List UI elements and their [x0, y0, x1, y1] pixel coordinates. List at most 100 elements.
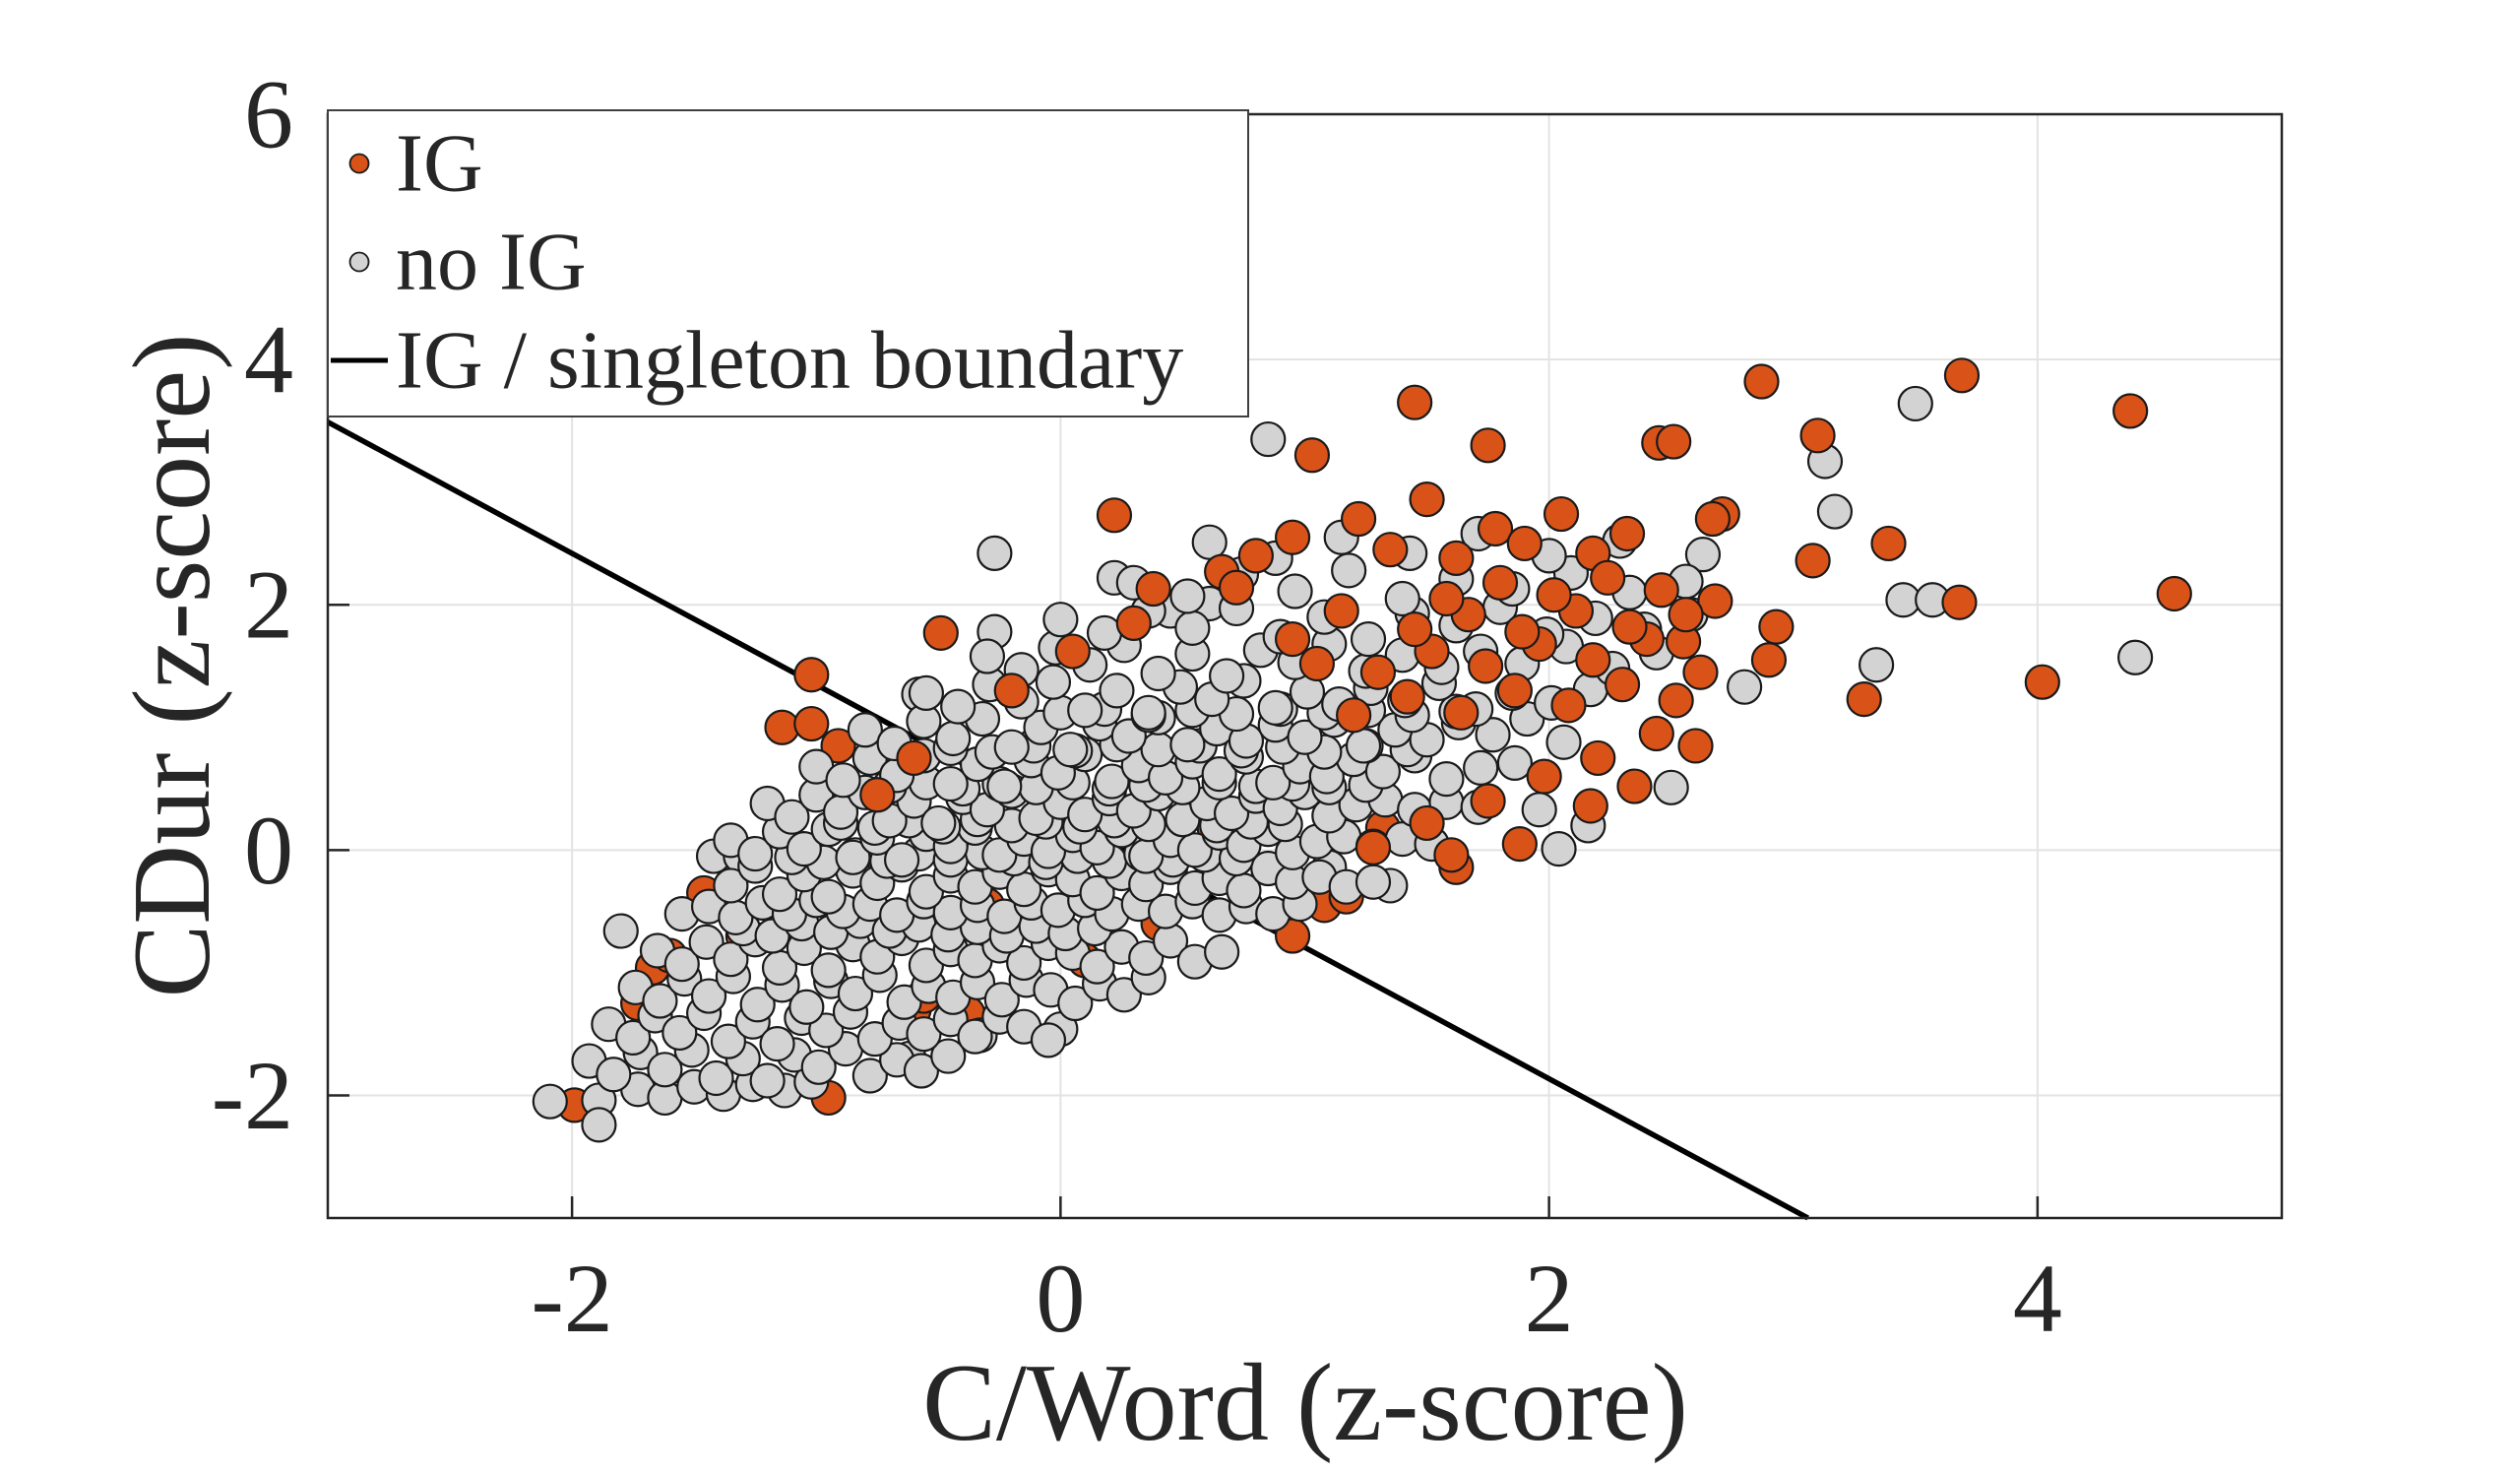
- scatter-point: [908, 674, 945, 712]
- scatter-point: [1135, 570, 1171, 608]
- scatter-point: [749, 1062, 786, 1099]
- scatter-point: [1470, 427, 1506, 464]
- scatter-point: [1870, 525, 1907, 562]
- y-axis-label: CDur (z-score): [111, 334, 233, 998]
- scatter-point: [1345, 728, 1382, 764]
- scatter-point: [1590, 559, 1626, 596]
- scatter-point: [1340, 500, 1377, 538]
- scatter-point: [1545, 724, 1582, 760]
- scatter-point: [825, 762, 861, 799]
- scatter-point: [1536, 577, 1572, 613]
- scatter-point: [1030, 1022, 1067, 1058]
- scatter-point: [986, 768, 1023, 804]
- scatter-point: [1169, 578, 1206, 614]
- scatter-point: [688, 924, 724, 960]
- scatter-point: [1035, 664, 1072, 700]
- scatter-point: [596, 1057, 632, 1093]
- scatter-point: [1443, 694, 1480, 731]
- scatter-point: [993, 673, 1030, 709]
- scatter-point: [793, 657, 830, 693]
- scatter-point: [1204, 933, 1240, 970]
- scatter-point: [1433, 837, 1470, 873]
- scatter-point: [1130, 694, 1166, 731]
- scatter-point: [1397, 384, 1433, 420]
- scatter-point: [759, 1026, 795, 1062]
- y-tick-label: 6: [244, 60, 293, 169]
- scatter-point: [532, 1083, 568, 1120]
- scatter-point: [1477, 510, 1514, 547]
- scatter-point: [820, 728, 856, 764]
- scatter-point: [835, 839, 871, 875]
- scatter-point: [581, 1107, 617, 1143]
- scatter-point: [1359, 654, 1397, 690]
- scatter-point: [1658, 682, 1694, 719]
- scatter-point: [1255, 764, 1292, 801]
- scatter-point: [1758, 609, 1795, 645]
- scatter-point: [1580, 739, 1616, 777]
- scatter-point: [764, 709, 800, 745]
- scatter-point: [2117, 639, 2154, 675]
- scatter-point: [1638, 715, 1674, 752]
- scatter-point: [851, 1058, 888, 1094]
- y-tick-label: 0: [244, 796, 293, 905]
- scatter-point: [1397, 611, 1433, 648]
- scatter-point: [1697, 583, 1733, 619]
- scatter-point: [1105, 977, 1142, 1013]
- scatter-point: [800, 1049, 837, 1085]
- scatter-point: [713, 941, 749, 978]
- scatter-point: [1682, 654, 1719, 690]
- scatter-point: [1643, 572, 1679, 609]
- legend-label: IG: [396, 118, 483, 210]
- scatter-point: [663, 946, 700, 983]
- scatter-point: [1521, 792, 1557, 828]
- scatter-point: [1079, 948, 1115, 985]
- scatter-point: [1496, 673, 1533, 709]
- scatter-point: [788, 989, 825, 1025]
- scatter-point: [1096, 497, 1133, 534]
- scatter-point: [1846, 681, 1882, 718]
- scatter-point: [1042, 602, 1079, 638]
- scatter-point: [1409, 481, 1445, 518]
- scatter-point: [710, 1023, 747, 1059]
- scatter-point: [1331, 552, 1367, 589]
- scatter-point: [1287, 719, 1323, 755]
- scatter-point: [1057, 985, 1094, 1022]
- scatter-point: [1438, 540, 1475, 576]
- scatter-point: [793, 705, 830, 742]
- scatter-point: [1409, 804, 1445, 842]
- tick-labels-layer: -2 0 2 4 -2 0 2 4 6: [212, 60, 2062, 1354]
- scatter-point: [1743, 363, 1780, 400]
- scatter-point: [1354, 829, 1392, 866]
- scatter-point: [859, 777, 896, 813]
- scatter-point: [837, 975, 874, 1012]
- scatter-point: [1496, 744, 1533, 781]
- scatter-point: [1176, 832, 1213, 868]
- scatter-point: [739, 987, 776, 1023]
- scatter-point: [1668, 597, 1704, 633]
- scatter-point: [1799, 417, 1836, 454]
- scatter-point: [1795, 543, 1831, 579]
- scatter-point: [1504, 613, 1541, 650]
- scatter-point: [808, 1012, 845, 1049]
- scatter-point: [1677, 728, 1714, 764]
- scatter-point: [896, 739, 932, 777]
- scatter-point: [1384, 580, 1420, 617]
- scatter-point: [1250, 420, 1287, 458]
- scatter-point: [713, 867, 749, 904]
- scatter-point: [647, 1052, 683, 1088]
- scatter-point: [906, 1016, 942, 1053]
- scatter-point: [1501, 826, 1538, 863]
- scatter-point: [1364, 753, 1402, 790]
- scatter-point: [1943, 357, 1981, 394]
- scatter-point: [1350, 620, 1387, 658]
- scatter-point: [1941, 584, 1978, 620]
- scatter-point: [698, 1059, 734, 1097]
- scatter-point: [1115, 605, 1152, 642]
- scatter-point: [969, 638, 1006, 674]
- scatter-point: [690, 978, 727, 1014]
- scatter-point: [1816, 493, 1854, 530]
- scatter-point: [1054, 633, 1091, 670]
- scatter-point: [976, 535, 1013, 572]
- scatter-point: [930, 1038, 967, 1074]
